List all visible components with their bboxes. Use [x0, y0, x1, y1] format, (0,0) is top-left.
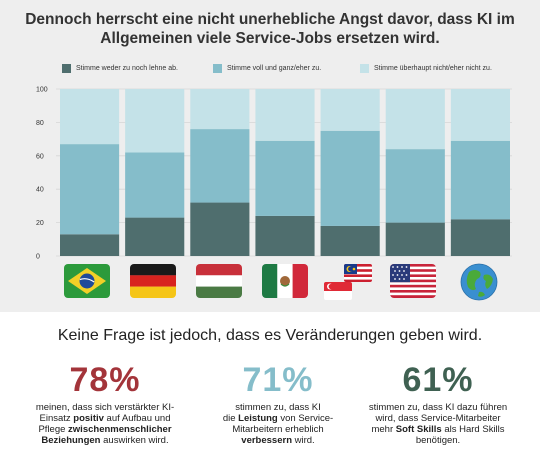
y-tick-label: 40 [36, 187, 44, 194]
stat-text-run: mehr [371, 424, 396, 435]
stat-text-run: stimmen zu, dass KI [235, 402, 321, 413]
legend-label-neutral: Stimme weder zu noch lehne ab. [76, 65, 178, 72]
chart-panel: Dennoch herrscht eine nicht unerhebliche… [0, 0, 540, 312]
bar-segment [60, 144, 120, 235]
y-tick-label: 20 [36, 220, 44, 227]
stat-text-run: Einsatz [39, 413, 74, 424]
stat-text-2: stimmen zu, dass KI die Leistung von Serv… [193, 402, 363, 446]
stat-block-3: 61% stimmen zu, dass KI dazu führen wird,… [353, 360, 523, 446]
chart-title: Dennoch herrscht eine nicht unerhebliche… [10, 10, 530, 48]
bar-segment [385, 149, 445, 223]
y-tick-label: 80 [36, 120, 44, 127]
bar-segment [125, 217, 185, 256]
y-tick-label: 60 [36, 153, 44, 160]
legend-swatch-agree [213, 64, 222, 73]
bar-segment [450, 140, 510, 220]
stat-text-run: verbessern [241, 435, 292, 446]
bar-segment [190, 89, 250, 130]
section-subtitle: Keine Frage ist jedoch, dass es Veränder… [57, 327, 483, 344]
bar-segment [255, 89, 315, 141]
chart-title-line-1: Dennoch herrscht eine nicht unerhebliche… [25, 11, 515, 28]
legend-item-agree: Stimme voll und ganz/eher zu. [213, 64, 321, 73]
legend-swatch-disagree [360, 64, 369, 73]
stat-value-1: 78% [69, 361, 141, 399]
globe-icon [460, 263, 498, 301]
stat-text-run: Mitarbeitern erheblich [232, 424, 324, 435]
y-tick-label: 100 [36, 87, 48, 94]
legend-label-agree: Stimme voll und ganz/eher zu. [227, 65, 322, 72]
stat-text-run: benötigen. [415, 435, 461, 446]
mexico-flag-icon [262, 264, 308, 298]
stat-value-2: 71% [242, 361, 314, 399]
bar-segment [60, 89, 120, 145]
bar-segment [190, 129, 250, 203]
bar-segment [125, 89, 185, 153]
legend-label-disagree: Stimme überhaupt nicht/eher nicht zu. [374, 65, 492, 72]
stat-block-2: 71% stimmen zu, dass KI die Leistung von … [193, 360, 363, 446]
bar-segment [255, 215, 315, 256]
country-flags [0, 262, 540, 302]
stat-text-run: zwischenmenschlicher [68, 424, 172, 435]
stat-text-run: Leistung [238, 413, 278, 424]
malaysia-singapore-flag-icon [324, 264, 372, 300]
bar-segment [190, 202, 250, 256]
stat-text-run: auf Aufbau und [103, 413, 171, 424]
stat-text-run: wird. [292, 435, 315, 446]
chart-legend: Stimme weder zu noch lehne ab. Stimme vo… [0, 64, 540, 78]
bar-segment [450, 89, 510, 141]
legend-item-neutral: Stimme weder zu noch lehne ab. [62, 64, 178, 73]
stat-text-run: Beziehungen [41, 435, 101, 446]
brazil-flag-icon [64, 264, 110, 298]
germany-flag-icon [130, 264, 176, 298]
stat-text-run: stimmen zu, dass KI dazu führen [368, 402, 508, 413]
stat-text-run: von Service- [277, 413, 334, 424]
stat-text-1: meinen, dass sich verstärkter KI- Einsatz… [20, 402, 190, 446]
bar-segment [125, 152, 185, 218]
stat-text-3: stimmen zu, dass KI dazu führen wird, das… [353, 402, 523, 446]
stat-text-run: positiv [73, 413, 104, 424]
legend-swatch-neutral [62, 64, 71, 73]
stat-text-run: Pflege [38, 424, 69, 435]
hungary-flag-icon [196, 264, 242, 298]
stat-value-3: 61% [402, 361, 474, 399]
stat-text-run: Soft Skills [395, 424, 442, 435]
stat-text-run: meinen, dass sich verstärkter KI- [35, 402, 175, 413]
bar-segment [385, 222, 445, 256]
stat-text-run: die [222, 413, 239, 424]
stat-block-1: 78% meinen, dass sich verstärkter KI- Ein… [20, 360, 190, 446]
bar-segment [450, 219, 510, 256]
y-tick-label: 0 [36, 254, 40, 261]
stat-text-run: als Hard Skills [441, 424, 505, 435]
stacked-bar-chart: 0 20 40 60 80 100 [36, 87, 512, 261]
bar-segment [320, 225, 380, 256]
chart-title-line-2: Allgemeinen viele Service-Jobs ersetzen … [100, 30, 440, 47]
bar-segment [385, 89, 445, 150]
bar-segment [60, 234, 120, 256]
stat-text-run: auswirken wird. [100, 435, 169, 446]
usa-flag-icon [390, 264, 436, 298]
bar-segment [320, 89, 380, 131]
legend-item-disagree: Stimme überhaupt nicht/eher nicht zu. [360, 64, 492, 73]
stat-text-run: wird, dass Service-Mitarbeiter [375, 413, 501, 424]
bar-segment [255, 140, 315, 216]
bar-segment [320, 130, 380, 226]
